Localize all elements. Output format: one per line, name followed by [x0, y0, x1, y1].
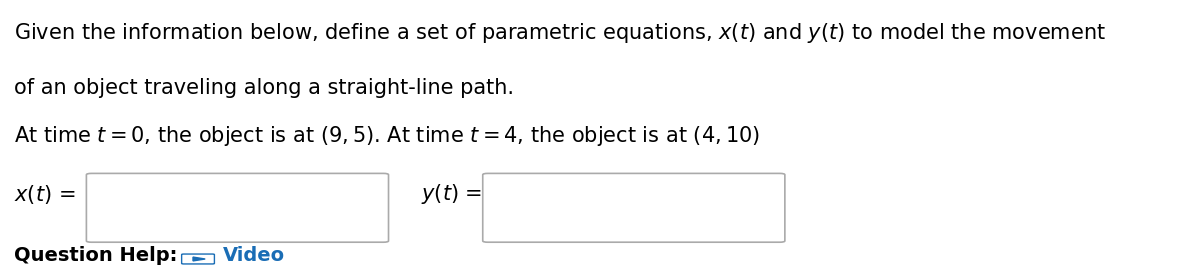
- Text: Video: Video: [223, 247, 284, 265]
- Text: Question Help:: Question Help:: [13, 247, 178, 265]
- FancyBboxPatch shape: [181, 254, 215, 264]
- Text: $y(t)$ =: $y(t)$ =: [421, 182, 482, 206]
- FancyBboxPatch shape: [86, 173, 389, 242]
- Text: of an object traveling along a straight-line path.: of an object traveling along a straight-…: [13, 78, 514, 98]
- Text: Given the information below, define a set of parametric equations, $x(t)$ and $y: Given the information below, define a se…: [13, 21, 1105, 45]
- Text: At time $t = 0$, the object is at $(9, 5)$. At time $t = 4$, the object is at $(: At time $t = 0$, the object is at $(9, 5…: [13, 124, 760, 148]
- FancyBboxPatch shape: [482, 173, 785, 242]
- Text: $x(t)$ =: $x(t)$ =: [13, 183, 76, 205]
- Polygon shape: [193, 257, 205, 261]
